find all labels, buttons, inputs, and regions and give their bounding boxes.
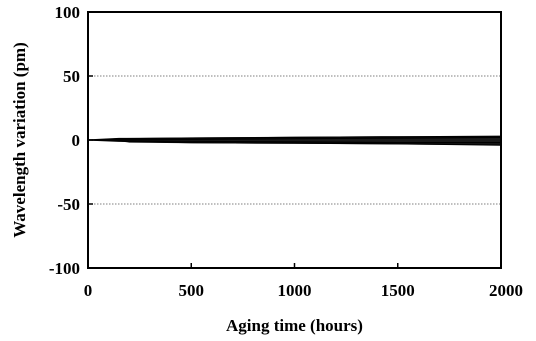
y-tick-label-4: 100 <box>55 3 81 22</box>
series-line-0 <box>87 135 502 141</box>
x-tick-label-1: 500 <box>179 281 205 300</box>
x-tick-label-2: 1000 <box>278 281 312 300</box>
y-axis-title: Wavelength variation (pm) <box>10 42 29 238</box>
y-tick-labels: -100 -50 0 50 100 <box>49 3 80 278</box>
y-tick-label-0: -100 <box>49 259 80 278</box>
y-tick-label-1: -50 <box>57 195 80 214</box>
x-tick-label-0: 0 <box>84 281 93 300</box>
x-tick-labels: 0 500 1000 1500 2000 <box>84 281 523 300</box>
data-series <box>87 135 502 146</box>
x-tick-label-3: 1500 <box>381 281 415 300</box>
series-line-3 <box>87 139 502 146</box>
axis-ticks <box>87 11 502 269</box>
y-tick-label-3: 50 <box>63 67 80 86</box>
y-tick-label-2: 0 <box>72 131 81 150</box>
series-line-1 <box>87 136 502 141</box>
x-tick-label-4: 2000 <box>489 281 523 300</box>
x-axis-title: Aging time (hours) <box>226 316 363 335</box>
